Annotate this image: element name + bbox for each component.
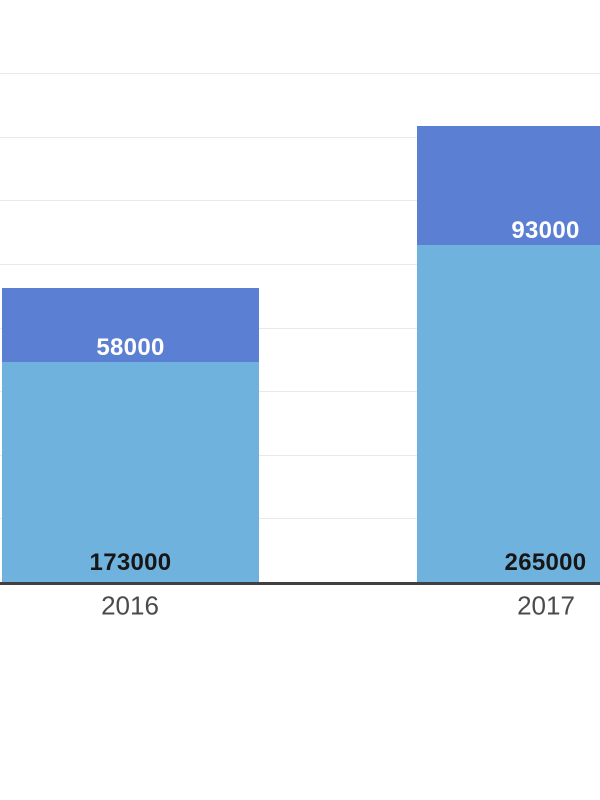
gridline-400000 bbox=[0, 73, 600, 74]
legend: Personnes s'estimant victimes de violenc… bbox=[0, 645, 600, 800]
gridline-300000 bbox=[0, 200, 600, 202]
gridline-250000 bbox=[0, 263, 600, 265]
x-axis-label-2016: 2016 bbox=[101, 590, 159, 621]
bar-2016-segment-violences-sexuelles[interactable] bbox=[2, 361, 259, 582]
gridline-50000 bbox=[0, 518, 600, 520]
bar-value-label: 173000 bbox=[89, 549, 172, 576]
gridline-100000 bbox=[0, 454, 600, 456]
bar-value-label: 265000 bbox=[504, 549, 587, 576]
gridline-200000 bbox=[0, 327, 600, 329]
bar-2017-segment-viol-tentative[interactable] bbox=[417, 126, 600, 245]
x-axis-line bbox=[0, 582, 600, 585]
x-axis-label-2017: 2017 bbox=[517, 590, 575, 621]
gridline-150000 bbox=[0, 391, 600, 393]
bar-value-label: 58000 bbox=[96, 333, 165, 361]
stacked-bar-chart: 2016 2017 173000 58000 265000 93000 bbox=[0, 73, 600, 621]
bar-value-label: 93000 bbox=[511, 216, 580, 244]
bar-2017-segment-violences-sexuelles[interactable] bbox=[417, 244, 600, 582]
bar-2016-segment-viol-tentative[interactable] bbox=[2, 288, 259, 362]
gridline-350000 bbox=[0, 136, 600, 138]
